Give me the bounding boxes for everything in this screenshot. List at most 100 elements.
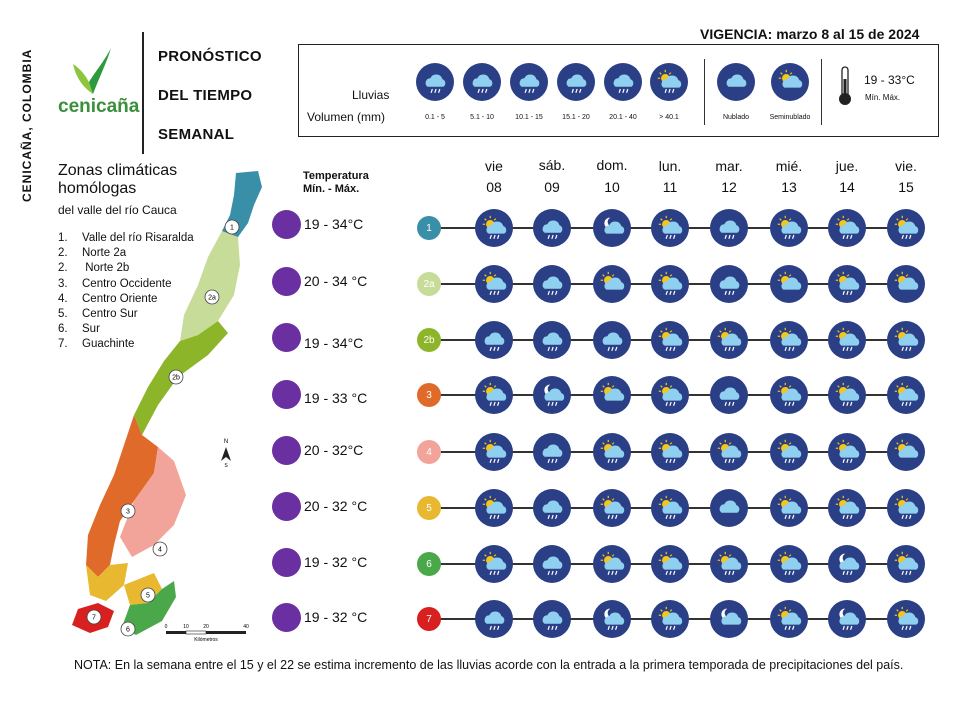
partly-rain-light-icon [475, 545, 513, 583]
partly-rain-light-icon [651, 321, 689, 359]
rain-light-icon [533, 209, 571, 247]
day-name: dom. [596, 157, 628, 173]
rain-range-label: 5.1 - 10 [470, 114, 494, 121]
partly-rain-light-icon [770, 489, 808, 527]
day-name: vie [485, 158, 503, 174]
map-zone-label: 7 [92, 615, 96, 622]
partly-rain-light-icon [475, 489, 513, 527]
map-zone-marker [224, 219, 240, 235]
partly-rain-light-icon [770, 376, 808, 414]
rain-range-label: 15.1 - 20 [562, 114, 590, 121]
partly-rain-light-icon [887, 600, 925, 638]
legend-divider [821, 59, 822, 125]
day-number: 15 [898, 179, 914, 195]
title-line-2: DEL TIEMPO [158, 87, 253, 104]
moon-cloud-icon [710, 600, 748, 638]
rain-range-label: 0.1 - 5 [425, 114, 445, 121]
rain-light-icon [533, 265, 571, 303]
temp-range: 19 - 32 °C [304, 554, 368, 570]
zone-badge: 6 [417, 552, 441, 576]
zone-list-item: 7. Guachinte [58, 338, 135, 351]
map-zone-marker [168, 369, 184, 385]
brand-name: cenicaña [58, 96, 140, 117]
day-number: 09 [544, 179, 560, 195]
partly-rain-light-icon [651, 209, 689, 247]
vigencia: VIGENCIA: marzo 8 al 15 de 2024 [700, 26, 920, 42]
day-number: 08 [486, 179, 502, 195]
compass-icon: N S [221, 439, 231, 469]
rain-light-icon [710, 265, 748, 303]
legend-box: Lluvias Volumen (mm) 0.1 - 5 5.1 - 10 10.1… [298, 44, 939, 137]
rain-range-label: 20.1 - 40 [609, 114, 637, 121]
temp-dot [272, 267, 301, 296]
cloudy-icon [717, 63, 755, 101]
partly-rain-light-icon [651, 376, 689, 414]
zone-list: 1. Valle del río Risaralda 2. Norte 2a 2. No… [58, 231, 194, 353]
day-name: mar. [715, 158, 743, 174]
legend-divider [704, 59, 705, 125]
partly-rain-light-icon [828, 321, 866, 359]
temp-range: 19 - 34°C [304, 216, 364, 232]
partly-rain-light-icon [710, 321, 748, 359]
zone-list-item: 2. Norte 2b [58, 262, 130, 275]
map-zone-label: 6 [126, 627, 130, 634]
map-zone-label: 2b [172, 375, 180, 382]
partly-rain-light-icon [770, 209, 808, 247]
rain-light-icon [710, 209, 748, 247]
partly-rain-light-icon [887, 376, 925, 414]
temp-dot [272, 380, 301, 409]
zone-list-item: 5. Centro Sur [58, 308, 138, 321]
partly-rain-light-icon [828, 209, 866, 247]
map-zone-marker [120, 621, 136, 637]
compass-s: S [224, 463, 228, 469]
title-line-1: PRONÓSTICO [158, 48, 262, 65]
partly-rain-light-icon [710, 433, 748, 471]
temp-dot [272, 323, 301, 352]
rain-range-label: > 40.1 [659, 114, 679, 121]
footnote: NOTA: En la semana entre el 15 y el 22 s… [74, 658, 904, 672]
moon-rain-icon [828, 600, 866, 638]
partly-rain-light-icon [770, 433, 808, 471]
partly-rain-light-icon [828, 489, 866, 527]
partly-rain-light-icon [828, 433, 866, 471]
partly-cloud-icon [887, 265, 925, 303]
partly-rain-light-icon [828, 265, 866, 303]
zone-list-item: 2. Norte 2a [58, 247, 127, 260]
partly-rain-light-icon [770, 321, 808, 359]
partly-rain-light-icon [475, 376, 513, 414]
partly-rain-light-icon [593, 433, 631, 471]
zone-list-item: 3. Centro Occidente [58, 277, 172, 290]
partly-rain-light-icon [651, 433, 689, 471]
sky-label: Nublado [722, 114, 750, 121]
partly-cloud-icon [887, 433, 925, 471]
day-number: 14 [839, 179, 855, 195]
sky-label: Seminublado [769, 114, 811, 121]
map-zone-marker [204, 289, 220, 305]
rain-light-icon [533, 489, 571, 527]
compass-n: N [224, 439, 228, 445]
zone-badge: 4 [417, 440, 441, 464]
partly-rain-light-icon [651, 489, 689, 527]
zone-badge: 2b [417, 328, 441, 352]
zone-badge: 3 [417, 383, 441, 407]
partly-rain-light-icon [651, 545, 689, 583]
temp-dot [272, 210, 301, 239]
temp-dot [272, 492, 301, 521]
temp-dot [272, 436, 301, 465]
temp-range: 20 - 32°C [304, 442, 364, 458]
partly-rain-light-icon [887, 321, 925, 359]
map-zone-marker [152, 541, 168, 557]
zone-list-item: 1. Valle del río Risaralda [58, 232, 194, 244]
partly-rain-light-icon [475, 209, 513, 247]
rain-volume-icon [463, 63, 501, 101]
temp-header: Temperatura Mín. - Máx. [303, 170, 369, 195]
scale-tick: 0 [165, 624, 168, 630]
zone-badge: 1 [417, 216, 441, 240]
rain-volume-icon [650, 63, 688, 101]
legend-temp-minmax: Mín. Máx. [865, 93, 901, 102]
rain-range-label: 10.1 - 15 [515, 114, 543, 121]
partly-cloud-icon [770, 265, 808, 303]
zone-list-item: 6. Sur [58, 323, 100, 336]
zones-title: Zonas climáticas homólogas [58, 162, 178, 197]
partly-cloud-icon [593, 376, 631, 414]
